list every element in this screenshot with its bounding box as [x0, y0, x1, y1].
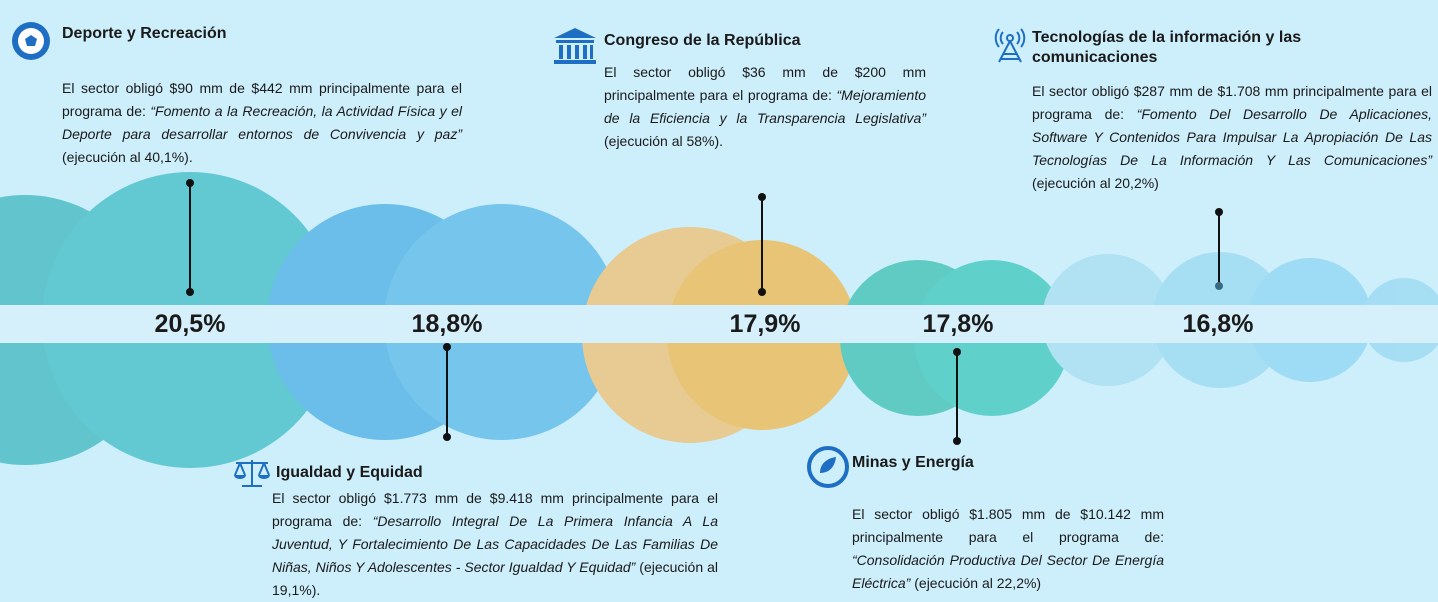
program: “Consolidación Productiva Del Sector De …: [852, 552, 1164, 591]
percent: 17,9%: [729, 310, 801, 338]
band: [0, 305, 1438, 343]
text: El sector obligó $1.805 mm de $10.142 mm…: [852, 506, 1164, 545]
dot: [1215, 282, 1223, 290]
sector-text: El sector obligó $90 mm de $442 mm princ…: [62, 77, 462, 169]
sector-title: Tecnologías de la información y las comu…: [1032, 29, 1302, 66]
tail: (ejecución al 20,2%): [1032, 175, 1159, 191]
sector-text: El sector obligó $36 mm de $200 mm princ…: [604, 61, 926, 153]
program: “Fomento Del Desarrollo De Aplicaciones,…: [1032, 106, 1432, 168]
tail: (ejecución al 58%).: [604, 133, 724, 149]
soccer-icon: [12, 22, 50, 60]
text: El sector obligó $90 mm de $442 mm princ…: [62, 80, 462, 119]
sector-text: El sector obligó $1.805 mm de $10.142 mm…: [852, 503, 1164, 595]
sector-text: El sector obligó $287 mm de $1.708 mm pr…: [1032, 80, 1432, 195]
dot: [443, 343, 451, 351]
tail: (ejecución al 19,1%).: [272, 559, 718, 598]
tail: (ejecución al 22,2%): [910, 575, 1042, 591]
dot: [953, 348, 961, 356]
dot: [186, 288, 194, 296]
sector-title: Igualdad y Equidad: [276, 464, 423, 481]
congress-icon: [554, 28, 596, 64]
dot: [758, 288, 766, 296]
program: “Fomento a la Recreación, la Actividad F…: [62, 103, 462, 142]
text: El sector obligó $36 mm de $200 mm princ…: [604, 64, 926, 103]
sector-title: Minas y Energía: [852, 454, 974, 471]
text: El sector obligó $1.773 mm de $9.418 mm …: [272, 490, 718, 529]
program: “Desarrollo Integral De La Primera Infan…: [272, 513, 718, 575]
percent: 20,5%: [154, 310, 226, 338]
dot: [758, 193, 766, 201]
dot: [443, 433, 451, 441]
scales-icon: [234, 460, 270, 487]
antenna-icon: [994, 28, 1026, 63]
sector-text: El sector obligó $1.773 mm de $9.418 mm …: [272, 487, 718, 602]
percent: 17,8%: [922, 310, 994, 338]
tail: (ejecución al 40,1%).: [62, 149, 193, 165]
sector-title: Deporte y Recreación: [62, 25, 227, 42]
dot: [1215, 208, 1223, 216]
text: El sector obligó $287 mm de $1.708 mm pr…: [1032, 83, 1432, 122]
percent: 16,8%: [1182, 310, 1254, 338]
sector-title: Congreso de la República: [604, 32, 801, 49]
percent: 18,8%: [411, 310, 483, 338]
dot: [186, 179, 194, 187]
program: “Mejoramiento de la Eficiencia y la Tran…: [604, 87, 926, 126]
dot: [953, 437, 961, 445]
energy-icon: [807, 446, 849, 488]
